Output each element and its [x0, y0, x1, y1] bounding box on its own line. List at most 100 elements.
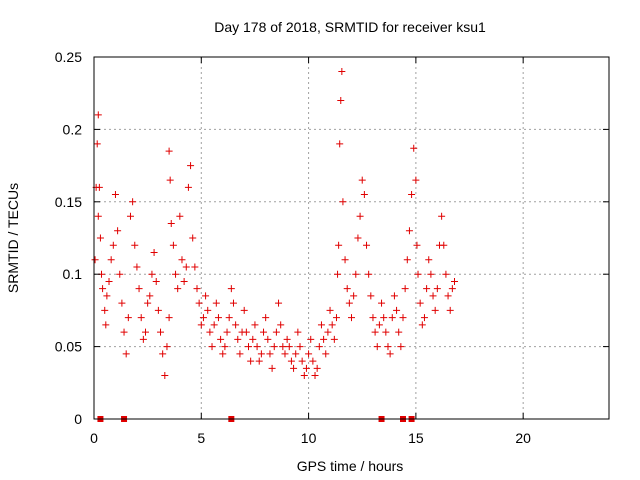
data-point [217, 335, 225, 343]
data-point [210, 321, 218, 329]
data-point [124, 314, 132, 322]
data-point [152, 277, 160, 285]
data-point [94, 111, 102, 119]
data-point [172, 270, 180, 278]
grid [94, 57, 609, 419]
data-point [324, 328, 332, 336]
data-point [320, 335, 328, 343]
data-point [118, 299, 126, 307]
data-point [451, 277, 458, 285]
data-point [161, 372, 169, 380]
data-point [270, 343, 278, 351]
axis-ticks: 0 5 10 15 20 0 0.05 0.1 0.15 0.2 0.25 [55, 49, 609, 446]
data-point [332, 314, 340, 322]
data-point [165, 314, 173, 322]
data-point [390, 292, 398, 300]
data-point [418, 321, 426, 329]
data-point [328, 321, 336, 329]
data-point [298, 357, 306, 365]
data-point [223, 328, 231, 336]
data-point [111, 191, 119, 199]
data-point [247, 357, 255, 365]
data-point [268, 364, 276, 372]
data-point [114, 227, 122, 235]
data-point [221, 343, 229, 351]
data-point [281, 350, 289, 358]
data-point [277, 321, 285, 329]
data-point [371, 328, 379, 336]
data-point [193, 285, 201, 293]
y-tick-label: 0.1 [63, 266, 83, 282]
data-point [378, 299, 386, 307]
data-point [369, 314, 377, 322]
data-point [257, 350, 265, 358]
data-point [326, 306, 334, 314]
data-point [350, 292, 358, 300]
data-point [91, 256, 99, 264]
data-point [272, 328, 280, 336]
data-point [358, 176, 366, 184]
data-point [184, 183, 192, 191]
x-axis-title: GPS time / hours [297, 458, 404, 474]
plot-frame [93, 56, 610, 420]
data-point [296, 343, 304, 351]
data-point [135, 285, 143, 293]
data-point [348, 314, 355, 322]
data-point [317, 321, 325, 329]
data-point [137, 314, 145, 322]
data-point [420, 314, 428, 322]
data-point [255, 357, 263, 365]
data-point [229, 299, 237, 307]
data-point [292, 350, 300, 358]
data-point [242, 328, 250, 336]
data-point [178, 256, 186, 264]
data-point [408, 191, 416, 199]
data-point [341, 256, 349, 264]
data-point [360, 191, 368, 199]
data-point [163, 343, 171, 351]
data-point [103, 292, 111, 300]
data-point [249, 335, 257, 343]
data-point [189, 234, 197, 242]
data-point [373, 343, 381, 351]
data-point [393, 306, 401, 314]
data-point [102, 321, 110, 329]
data-point [101, 306, 109, 314]
data-point [410, 144, 418, 152]
data-point [279, 343, 287, 351]
data-point [105, 277, 113, 285]
data-point [122, 350, 130, 358]
data-point [433, 285, 441, 293]
data-point [380, 314, 388, 322]
data-point [431, 306, 439, 314]
data-point [354, 234, 362, 242]
data-point [399, 314, 407, 322]
y-tick-label: 0.05 [55, 339, 82, 355]
data-point [343, 285, 351, 293]
data-point [214, 314, 222, 322]
y-axis-title: SRMTID / TECUs [5, 183, 21, 293]
data-point [337, 96, 345, 104]
data-point [442, 270, 450, 278]
data-point [165, 147, 173, 155]
data-point [236, 350, 244, 358]
data-point [427, 270, 435, 278]
data-point [266, 350, 274, 358]
data-point [197, 321, 205, 329]
data-point [388, 314, 396, 322]
data-point [187, 162, 195, 170]
data-point [157, 328, 165, 336]
x-tick-label: 5 [197, 430, 205, 446]
x-tick-label: 0 [90, 430, 98, 446]
data-point [176, 212, 184, 220]
data-point [131, 241, 139, 249]
data-point [146, 292, 154, 300]
data-point [219, 350, 227, 358]
data-point [335, 241, 343, 249]
data-point [425, 256, 433, 264]
data-point [225, 314, 233, 322]
data-point [315, 343, 323, 351]
data-point [352, 270, 360, 278]
data-point [99, 285, 107, 293]
data-points [91, 67, 458, 422]
